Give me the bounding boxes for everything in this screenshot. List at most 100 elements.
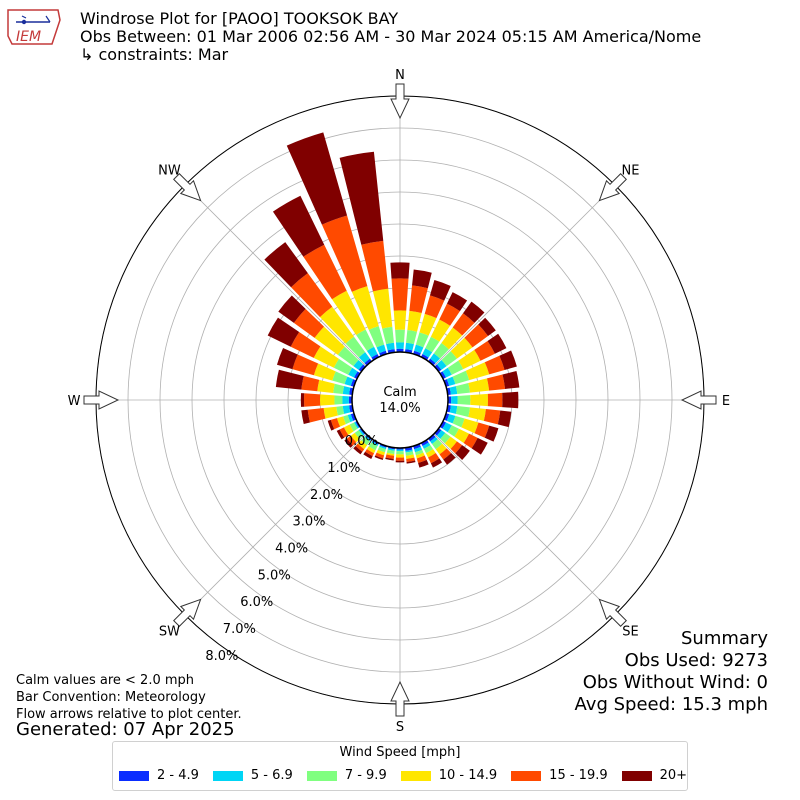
windrose-bar-segment [497, 410, 512, 428]
windrose-bar-segment [415, 452, 425, 459]
direction-label: SE [622, 625, 638, 640]
windrose-bar-segment [423, 445, 434, 454]
windrose-bar-segment [393, 310, 407, 330]
windrose-bar-segment [293, 308, 325, 338]
windrose-bar-segment [307, 408, 326, 423]
direction-label: N [395, 68, 405, 83]
windrose-bar-segment [354, 430, 364, 439]
windrose-bar-segment [414, 344, 424, 354]
flow-arrow-icon [173, 598, 202, 627]
windrose-bar-segment [336, 406, 345, 416]
legend-label: 15 - 19.9 [549, 768, 608, 783]
direction-label: NE [622, 163, 640, 178]
windrose-bar-segment [364, 435, 371, 442]
windrose-bar-segment [292, 354, 319, 376]
windrose-bar-segment [351, 286, 379, 330]
windrose-bar-segment [395, 329, 405, 343]
windrose-bar-segment [337, 346, 359, 367]
direction-arrows [83, 83, 717, 717]
windrose-bar-segment [414, 449, 424, 456]
windrose-bar-segment [385, 457, 394, 461]
windrose-bar-segment [396, 449, 404, 452]
windrose-bar-segment [330, 418, 341, 430]
windrose-bar-segment [406, 457, 416, 463]
ring-label: 1.0% [327, 461, 360, 476]
windrose-bar-segment [465, 362, 490, 381]
windrose-bar-segment [301, 376, 320, 392]
windrose-bar-segment [363, 451, 373, 459]
windrose-bar-segment [428, 434, 436, 442]
windrose-bar-segment [449, 405, 458, 414]
iem-logo: IEM [4, 6, 64, 50]
windrose-bar-segment [357, 440, 368, 450]
legend-item: 20+ [621, 768, 687, 783]
ring-label: 8.0% [205, 649, 238, 664]
windrose-bar-segment [441, 351, 457, 367]
windrose-bar-segment [484, 355, 505, 375]
windrose-bar-segment [286, 132, 348, 225]
windrose-bar-segment [350, 379, 357, 387]
windrose-bar-segment [442, 422, 452, 433]
windrose-bar-segment [463, 301, 485, 323]
windrose-bar-segment [368, 326, 385, 348]
legend-swatch [621, 770, 652, 781]
windrose-bar-segment [461, 418, 479, 434]
chart-notes: Calm values are < 2.0 mph Bar Convention… [16, 672, 242, 723]
windrose-bar-segment [342, 405, 351, 414]
windrose-bar-segment [447, 425, 459, 437]
windrose-bar-segment [483, 409, 501, 425]
legend-label: 10 - 14.9 [438, 768, 498, 783]
legend-title: Wind Speed [mph] [339, 745, 461, 760]
windrose-bar-segment [382, 326, 394, 345]
windrose-bar-segment [455, 445, 470, 461]
windrose-bar-segment [430, 436, 438, 445]
windrose-bar-segment [358, 429, 365, 436]
legend-item: 10 - 14.9 [400, 768, 498, 783]
windrose-bar-segment [447, 360, 464, 375]
windrose-bar-segment [474, 340, 495, 361]
legend-swatch [212, 770, 243, 781]
windrose-bar-segment [422, 348, 433, 358]
windrose-bar-segment [332, 371, 348, 385]
windrose-bar-segment [502, 391, 519, 409]
summary-obs-used: Obs Used: 9273 [624, 650, 768, 671]
windrose-bar-segment [468, 407, 486, 421]
windrose-bar-segment [300, 393, 305, 407]
windrose-bar-segment [425, 449, 436, 458]
windrose-bar-segment [391, 278, 409, 311]
windrose-bar-segment [353, 359, 364, 370]
calm-circle [351, 351, 449, 449]
windrose-bar-segment [421, 439, 429, 447]
windrose-bar-segment [405, 451, 414, 456]
windrose-bar-segment [416, 455, 427, 464]
windrose-bar-segment [436, 430, 446, 439]
windrose-bar-segment [446, 414, 456, 424]
note-bar-convention: Bar Convention: Meteorology [16, 690, 206, 705]
windrose-bar-segment [414, 446, 423, 453]
ring-label: 5.0% [258, 568, 291, 583]
windrose-bar-segment [430, 319, 451, 342]
windrose-bar-segment [358, 352, 370, 364]
windrose-bar-segment [386, 449, 395, 455]
windrose-bar-segment [463, 433, 478, 449]
windrose-bar-segment [446, 292, 468, 312]
windrose-bar-segment [441, 327, 463, 350]
windrose-bar-segment [454, 428, 470, 443]
ring-label: 3.0% [293, 515, 326, 530]
windrose-bar-segment [464, 324, 489, 348]
note-flow-arrows: Flow arrows relative to plot center. [16, 707, 242, 722]
windrose-bar-segment [468, 378, 490, 393]
windrose-bar-segment [275, 369, 304, 390]
windrose-bar-segment [276, 347, 298, 370]
ring-label: 6.0% [240, 595, 273, 610]
windrose-bar-segment [386, 452, 395, 456]
windrose-bar-segment [313, 363, 336, 381]
generated-date: Generated: 07 Apr 2025 [16, 719, 235, 740]
legend-label: 2 - 4.9 [157, 768, 199, 783]
chart-title: Windrose Plot for [PAOO] TOOKSOK BAY Obs… [80, 10, 701, 64]
windrose-bar-segment [336, 429, 345, 440]
windrose-bar-segment [413, 443, 421, 450]
windrose-bar-segment [264, 242, 308, 288]
windrose-bar-segment [332, 290, 366, 336]
